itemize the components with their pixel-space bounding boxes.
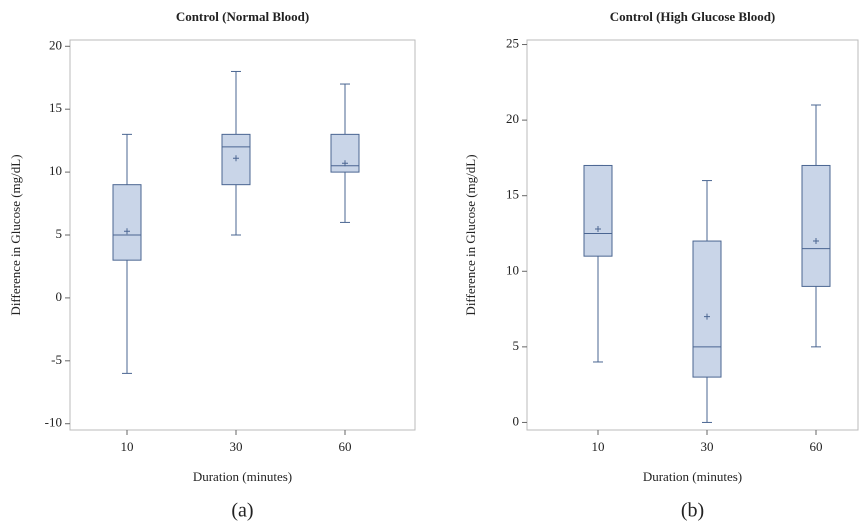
y-axis-label: Difference in Glucose (mg/dL) xyxy=(8,154,23,315)
y-tick-label: 20 xyxy=(506,111,519,126)
x-axis-label: Duration (minutes) xyxy=(193,469,292,484)
mean-marker xyxy=(704,313,710,320)
box xyxy=(692,240,722,378)
y-tick-label: 5 xyxy=(56,226,63,241)
box xyxy=(801,164,831,287)
y-tick-label: 15 xyxy=(49,100,62,115)
box xyxy=(112,184,142,261)
mean-marker xyxy=(233,155,239,162)
y-tick-label: 20 xyxy=(49,37,62,52)
chart-title: Control (Normal Blood) xyxy=(176,9,309,24)
plot-frame xyxy=(526,39,859,431)
chart-title: Control (High Glucose Blood) xyxy=(610,9,776,24)
x-tick-label: 10 xyxy=(592,439,605,454)
y-tick-label: 0 xyxy=(513,413,520,428)
y-tick-label: -5 xyxy=(51,352,62,367)
x-tick-label: 60 xyxy=(339,439,352,454)
y-tick-label: 15 xyxy=(506,187,519,202)
box xyxy=(583,164,613,257)
x-tick-label: 30 xyxy=(701,439,714,454)
y-tick-label: -10 xyxy=(45,415,62,430)
mean-marker xyxy=(342,160,348,167)
y-tick-label: 0 xyxy=(56,289,63,304)
y-tick-label: 5 xyxy=(513,338,520,353)
box xyxy=(330,133,360,173)
x-tick-label: 30 xyxy=(230,439,243,454)
y-tick-label: 10 xyxy=(49,163,62,178)
y-tick-label: 10 xyxy=(506,262,519,277)
mean-marker xyxy=(124,228,130,235)
y-axis-label: Difference in Glucose (mg/dL) xyxy=(463,154,478,315)
caption: (a) xyxy=(231,500,253,522)
x-tick-label: 10 xyxy=(121,439,134,454)
x-axis-label: Duration (minutes) xyxy=(643,469,742,484)
caption: (b) xyxy=(681,500,704,522)
x-tick-label: 60 xyxy=(810,439,823,454)
mean-marker xyxy=(595,225,601,232)
y-tick-label: 25 xyxy=(506,36,519,51)
mean-marker xyxy=(813,238,819,245)
